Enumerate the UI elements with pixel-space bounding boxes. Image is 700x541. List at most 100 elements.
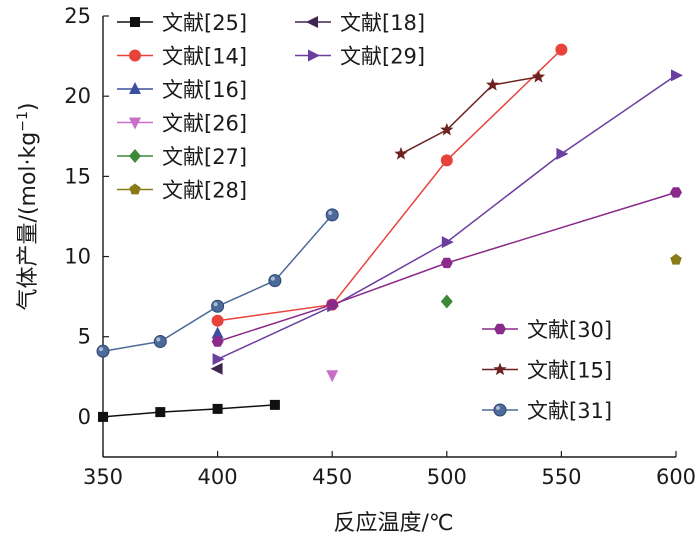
data-point-s10-p2-shape [211,299,225,313]
data-point-s8-p2-shape [440,257,453,269]
data-point-s9-p1 [440,122,454,136]
data-point-s6-p0-shape [210,362,223,375]
data-point-s8-p3-shape [670,187,682,198]
data-point-s3-p0-shape [326,370,339,383]
data-point-s7-p2 [441,236,454,249]
legend-marker-9 [493,362,507,376]
y-tick-label: 25 [64,4,91,28]
data-point-s7-p2-shape [441,236,454,249]
legend-marker-0-shape [130,17,140,27]
series-line-9 [400,76,539,155]
data-point-s8-p2 [440,257,453,269]
legend-marker-6 [306,16,318,28]
data-point-s8-p0-shape [211,336,224,347]
data-point-s9-p1-shape [440,122,454,136]
data-point-s7-p4-shape [671,69,683,82]
y-tick-label: 5 [78,325,91,349]
data-point-s0-p1 [155,407,166,418]
legend-marker-2-shape [129,82,141,94]
data-point-s5-p0-shape [670,253,682,265]
legend-marker-2 [129,82,141,94]
data-point-s7-p0 [212,353,225,366]
legend-marker-7 [308,49,320,62]
legend-label-8: 文献[30] [527,318,612,342]
legend-marker-5-shape [129,183,141,195]
y-tick-label: 15 [64,164,91,188]
data-point-s0-p2 [212,403,223,414]
legend-marker-8-shape [494,323,506,335]
data-point-s9-p2 [485,77,500,91]
data-point-s0-p0 [98,411,108,422]
data-point-s10-p2 [211,299,225,313]
x-axis-label: 反应温度/℃ [333,511,453,536]
data-point-s9-p0-shape [394,146,408,160]
data-point-s4-p0 [440,294,453,309]
legend-marker-3 [129,117,141,130]
data-point-s8-p0 [211,336,224,347]
data-point-s10-p4-shine [328,210,333,215]
data-point-s0-p2-shape [212,403,223,414]
data-point-s2-p0-shape [211,326,224,339]
legend-label-0: 文献[25] [162,11,247,35]
data-point-s0-p3 [269,399,280,410]
x-tick-label: 550 [541,465,581,489]
legend-label-2: 文献[16] [162,78,247,102]
data-point-s7-p0-shape [212,353,225,366]
data-point-s10-p1 [153,335,167,349]
data-point-s10-p2-shine [213,302,218,307]
data-point-s10-p3 [268,274,282,288]
legend-label-1: 文献[14] [162,45,247,69]
data-point-s8-p1 [326,299,339,310]
legend-label-5: 文献[28] [162,179,247,203]
x-tick-label: 400 [198,465,238,489]
data-point-s0-p0-shape [98,411,108,422]
data-point-s1-p2-shape [440,154,453,167]
data-point-s9-p0 [394,146,408,160]
series-line-7 [217,74,677,360]
data-point-s10-p0 [96,344,110,358]
data-point-s10-p3-shine [270,276,275,281]
legend-marker-0 [130,17,140,27]
data-point-s10-p4 [325,208,339,222]
data-point-s6-p0 [210,362,223,375]
legend-marker-10-shine [496,406,500,410]
data-point-s10-p1-shape [153,335,167,349]
legend-marker-9-shape [493,362,507,376]
data-point-s9-p2-shape [485,77,500,91]
data-point-s1-p2 [440,154,453,167]
y-axis-label: 气体产量/(mol·kg−1) [15,103,41,311]
x-tick-label: 600 [656,465,696,489]
legend-marker-10 [493,403,507,417]
data-point-s7-p4 [671,69,683,82]
data-point-s7-p3 [556,147,569,160]
series-line-8 [217,191,677,343]
legend-marker-4-shape [129,149,141,163]
y-tick-label: 0 [78,405,91,429]
data-point-s8-p3 [670,187,682,198]
data-point-s9-p3 [531,69,546,83]
data-point-s0-p3-shape [269,399,280,410]
data-point-s8-p1-shape [326,299,339,310]
legend-marker-5 [129,183,141,195]
data-point-s5-p0 [670,253,682,265]
legend-marker-1 [129,49,141,62]
series-line-0 [102,404,275,418]
data-point-s1-p0-shape [211,314,224,327]
legend-label-10: 文献[31] [527,399,612,423]
data-point-s10-p0-shape [96,344,110,358]
x-tick-label: 450 [312,465,352,489]
legend-marker-10-shape [493,403,507,417]
legend-marker-1-shape [129,49,141,62]
legend-label-3: 文献[26] [162,112,247,136]
data-point-s3-p0 [326,370,339,383]
data-point-s2-p0 [211,326,224,339]
data-point-s10-p0-shine [99,347,103,352]
series-line-1 [217,49,562,322]
legend-marker-8 [494,323,506,335]
data-point-s1-p3-shape [555,43,568,56]
data-point-s7-p3-shape [556,147,569,160]
legend-marker-7-shape [308,49,320,62]
x-tick-label: 500 [427,465,467,489]
